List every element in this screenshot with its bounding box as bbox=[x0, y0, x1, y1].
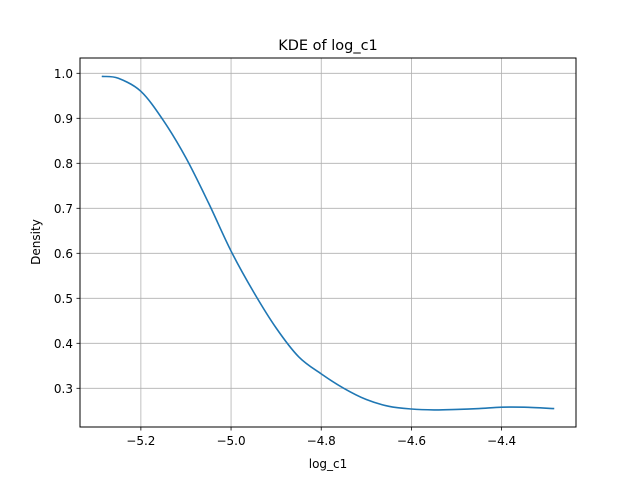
x-tick-label: −4.4 bbox=[487, 434, 516, 448]
plot-area-frame bbox=[79, 57, 577, 428]
grid-lines bbox=[80, 58, 576, 427]
y-tick-label: 0.3 bbox=[54, 382, 73, 396]
y-axis-ticks: 0.3 0.4 0.5 0.6 0.7 0.8 0.9 1.0 bbox=[54, 67, 80, 396]
series-layer bbox=[101, 75, 555, 411]
x-tick-label: −5.0 bbox=[216, 434, 245, 448]
y-tick-label: 0.5 bbox=[54, 292, 73, 306]
y-tick-label: 0.7 bbox=[54, 202, 73, 216]
x-tick-label: −4.6 bbox=[397, 434, 426, 448]
x-tick-label: −5.2 bbox=[126, 434, 155, 448]
y-tick-label: 1.0 bbox=[54, 67, 73, 81]
kde-density-line bbox=[101, 75, 555, 411]
y-tick-label: 0.9 bbox=[54, 112, 73, 126]
x-tick-label: −4.8 bbox=[307, 434, 336, 448]
y-tick-label: 0.6 bbox=[54, 247, 73, 261]
y-tick-label: 0.4 bbox=[54, 337, 73, 351]
chart-title: KDE of log_c1 bbox=[278, 38, 378, 54]
x-axis-label: log_c1 bbox=[309, 457, 348, 471]
x-axis-ticks: −5.2 −5.0 −4.8 −4.6 −4.4 bbox=[126, 427, 516, 448]
y-tick-label: 0.8 bbox=[54, 157, 73, 171]
y-axis-label: Density bbox=[29, 219, 43, 265]
